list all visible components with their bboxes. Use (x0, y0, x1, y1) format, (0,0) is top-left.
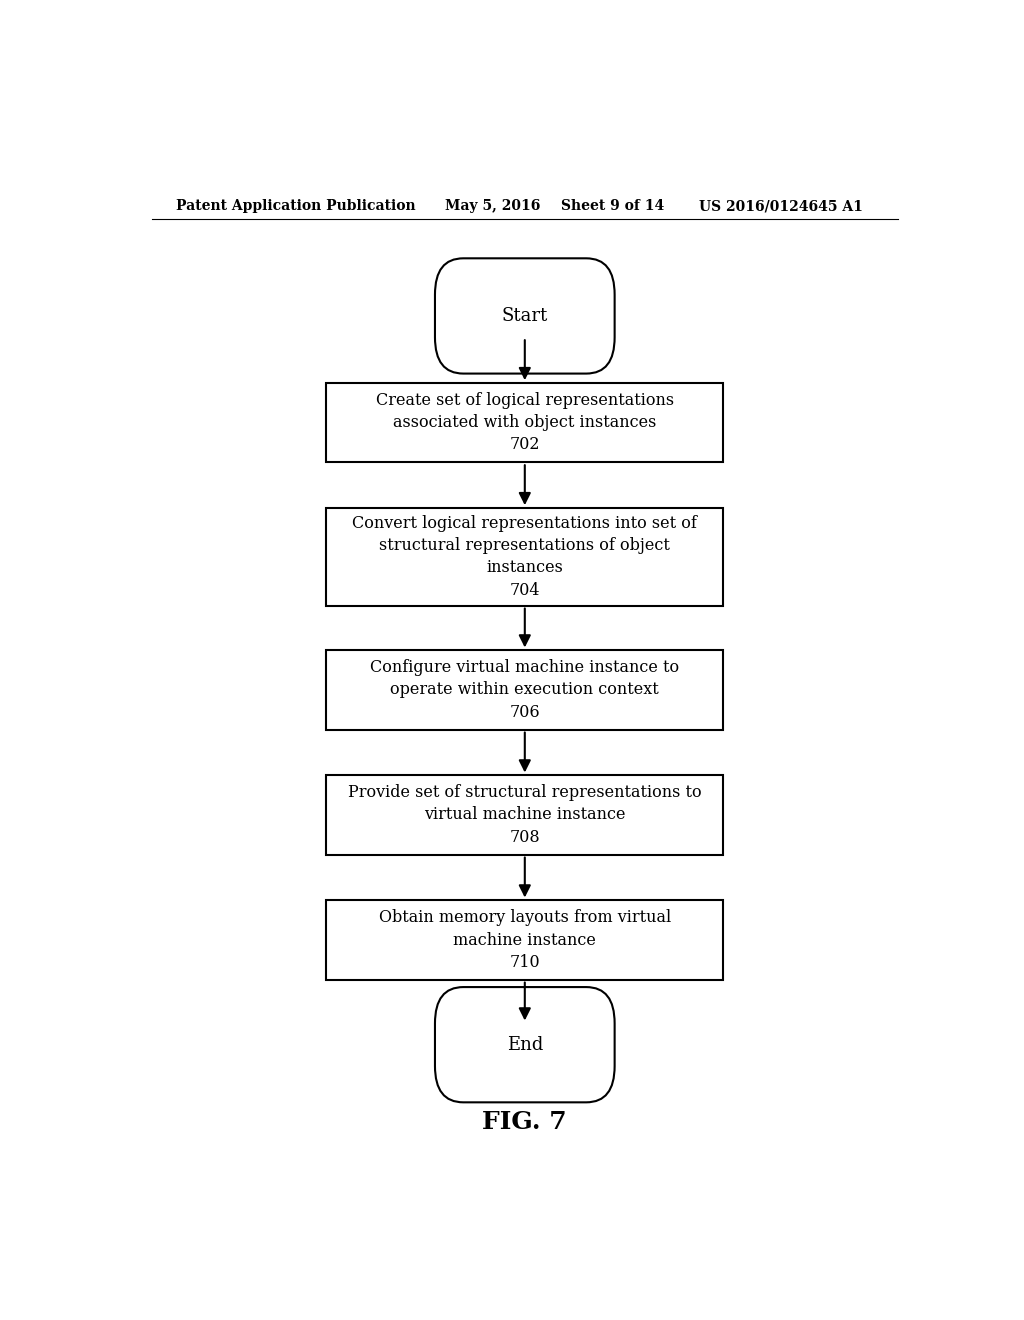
Text: Provide set of structural representations to
virtual machine instance
708: Provide set of structural representation… (348, 784, 701, 846)
FancyBboxPatch shape (327, 651, 723, 730)
Text: Convert logical representations into set of
structural representations of object: Convert logical representations into set… (352, 515, 697, 599)
FancyBboxPatch shape (327, 508, 723, 606)
FancyBboxPatch shape (435, 987, 614, 1102)
Text: Configure virtual machine instance to
operate within execution context
706: Configure virtual machine instance to op… (371, 659, 679, 721)
FancyBboxPatch shape (327, 775, 723, 854)
Text: US 2016/0124645 A1: US 2016/0124645 A1 (699, 199, 863, 213)
Text: End: End (507, 1036, 543, 1053)
Text: Sheet 9 of 14: Sheet 9 of 14 (560, 199, 664, 213)
FancyBboxPatch shape (327, 383, 723, 462)
Text: Create set of logical representations
associated with object instances
702: Create set of logical representations as… (376, 392, 674, 453)
Text: May 5, 2016: May 5, 2016 (445, 199, 541, 213)
Text: Obtain memory layouts from virtual
machine instance
710: Obtain memory layouts from virtual machi… (379, 909, 671, 970)
Text: Start: Start (502, 308, 548, 325)
Text: Patent Application Publication: Patent Application Publication (176, 199, 416, 213)
FancyBboxPatch shape (435, 259, 614, 374)
Text: FIG. 7: FIG. 7 (482, 1110, 567, 1134)
FancyBboxPatch shape (327, 900, 723, 979)
